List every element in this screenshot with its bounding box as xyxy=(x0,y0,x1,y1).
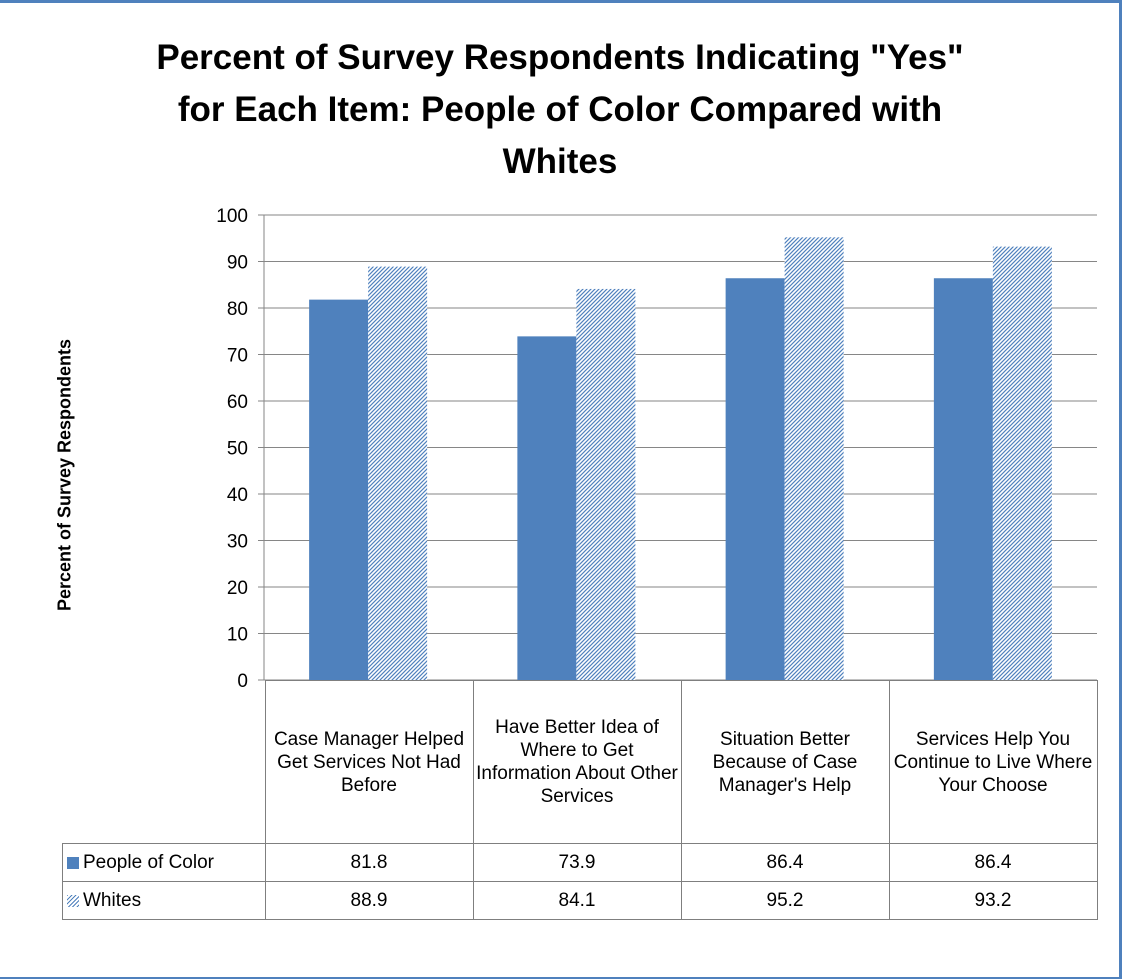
category-label-text: Have Better Idea of Where to Get Informa… xyxy=(476,717,678,807)
chart-title: Percent of Survey Respondents Indicating… xyxy=(156,38,964,181)
category-label: Services Help You Continue to Live Where… xyxy=(888,680,1098,844)
legend-label: People of Color xyxy=(83,851,214,873)
table-cell-value: 84.1 xyxy=(472,881,682,920)
legend-swatch-hatch-icon xyxy=(67,894,79,907)
category-label-text: Services Help You Continue to Live Where… xyxy=(893,728,1093,796)
category-label: Situation Better Because of Case Manager… xyxy=(680,680,890,844)
category-row: Case Manager Helped Get Services Not Had… xyxy=(62,680,1098,844)
y-tick-label: 60 xyxy=(227,392,248,413)
category-label-text: Case Manager Helped Get Services Not Had… xyxy=(273,728,465,796)
y-tick-label: 70 xyxy=(227,346,248,367)
category-label-text: Situation Better Because of Case Manager… xyxy=(712,728,858,796)
bar-people-of-color xyxy=(309,299,369,680)
legend-swatch-solid-icon xyxy=(67,856,79,869)
bar-whites xyxy=(992,246,1052,680)
table-row-people-of-color: People of Color 81.8 73.9 86.4 86.4 xyxy=(62,843,1098,882)
bar-people-of-color xyxy=(725,278,785,680)
bar-whites xyxy=(784,237,844,680)
frame-right-border xyxy=(1119,0,1122,979)
table-row-whites: Whites 88.9 84.1 95.2 93.2 xyxy=(62,881,1098,920)
table-cell-value: 86.4 xyxy=(680,843,890,882)
bar-whites xyxy=(576,288,636,680)
y-tick-label: 10 xyxy=(227,625,248,646)
legend-label: Whites xyxy=(83,889,142,911)
category-label: Case Manager Helped Get Services Not Had… xyxy=(264,680,474,844)
bar-people-of-color xyxy=(517,336,577,680)
y-tick-label: 20 xyxy=(227,578,248,599)
y-tick-label: 30 xyxy=(227,532,248,553)
frame-top-border xyxy=(0,0,1122,3)
legend-entry-whites: Whites xyxy=(62,881,266,920)
y-tick-label: 80 xyxy=(227,299,248,320)
y-tick-label: 90 xyxy=(227,253,248,274)
category-label: Have Better Idea of Where to Get Informa… xyxy=(472,680,682,844)
bar-people-of-color xyxy=(933,278,993,680)
y-tick-label: 50 xyxy=(227,439,248,460)
table-cell-value: 88.9 xyxy=(264,881,474,920)
table-cell-value: 93.2 xyxy=(888,881,1098,920)
table-cell-value: 81.8 xyxy=(264,843,474,882)
legend-entry-people-of-color: People of Color xyxy=(62,843,266,882)
data-table: Case Manager Helped Get Services Not Had… xyxy=(62,680,1098,920)
bar-whites xyxy=(368,266,428,680)
table-cell-value: 73.9 xyxy=(472,843,682,882)
y-tick-label: 100 xyxy=(216,206,248,227)
table-cell-value: 86.4 xyxy=(888,843,1098,882)
table-cell-value: 95.2 xyxy=(680,881,890,920)
bars xyxy=(309,237,1052,680)
table-corner xyxy=(62,680,266,844)
y-tick-label: 40 xyxy=(227,485,248,506)
frame-bottom-border xyxy=(0,977,1122,979)
